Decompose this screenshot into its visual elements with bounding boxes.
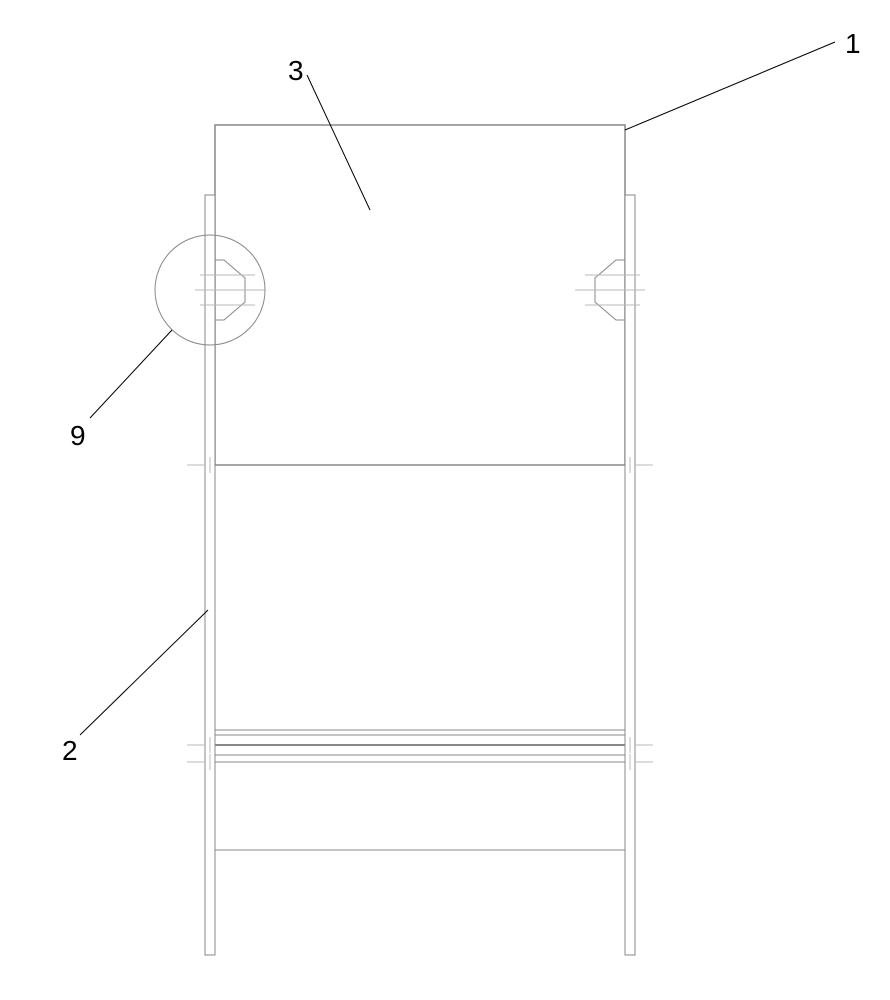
callout-label-2: 2 — [62, 735, 78, 767]
callout-label-1: 1 — [845, 28, 861, 60]
callout-label-3: 3 — [288, 55, 304, 87]
callout-label-9: 9 — [70, 420, 86, 452]
engineering-diagram — [0, 0, 890, 1000]
